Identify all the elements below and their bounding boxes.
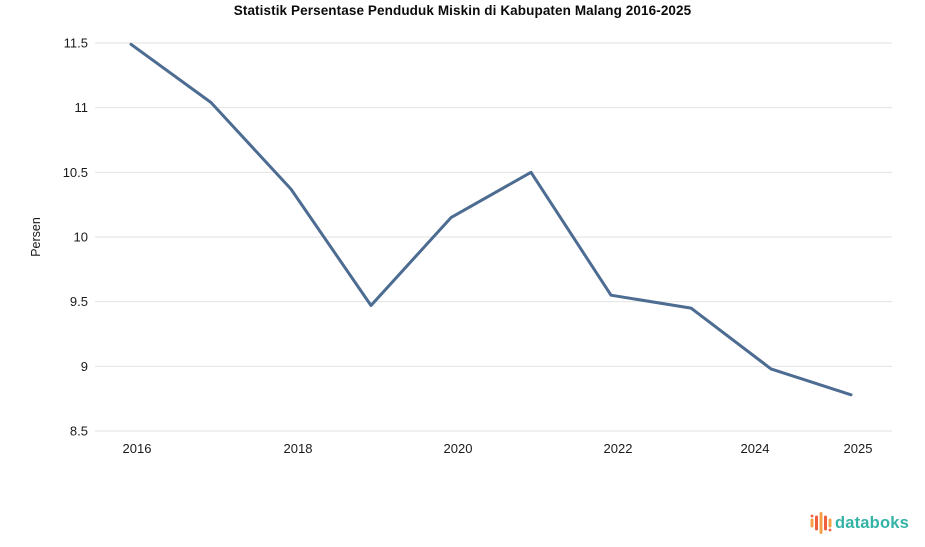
y-tick-label: 11.5 (64, 36, 88, 51)
databoks-logo-text: databoks (834, 513, 909, 532)
logo-bar (828, 518, 832, 528)
y-tick-label: 10.5 (63, 165, 88, 180)
logo-bar (823, 515, 827, 531)
databoks-logo[interactable]: databoks (810, 509, 909, 537)
y-tick-label: 10 (74, 230, 88, 245)
logo-bar (810, 518, 814, 528)
databoks-logo-icon (810, 512, 832, 534)
x-tick-label: 2018 (284, 441, 313, 456)
x-tick-label: 2025 (844, 441, 873, 456)
x-tick-label: 2022 (604, 441, 633, 456)
series-line[interactable] (129, 42, 853, 397)
logo-dot (828, 528, 832, 532)
logo-dot (810, 514, 814, 518)
x-tick-label: 2024 (741, 441, 770, 456)
chart-title: Statistik Persentase Penduduk Miskin di … (233, 3, 692, 18)
y-tick-label: 8.5 (70, 424, 88, 439)
x-tick-label: 2016 (123, 441, 152, 456)
y-tick-label: 11 (75, 100, 89, 115)
logo-bar (819, 512, 823, 534)
y-tick-label: 9 (81, 359, 88, 374)
logo-bar (814, 515, 818, 531)
y-tick-label: 9.5 (70, 294, 88, 309)
x-tick-label: 2020 (444, 441, 473, 456)
